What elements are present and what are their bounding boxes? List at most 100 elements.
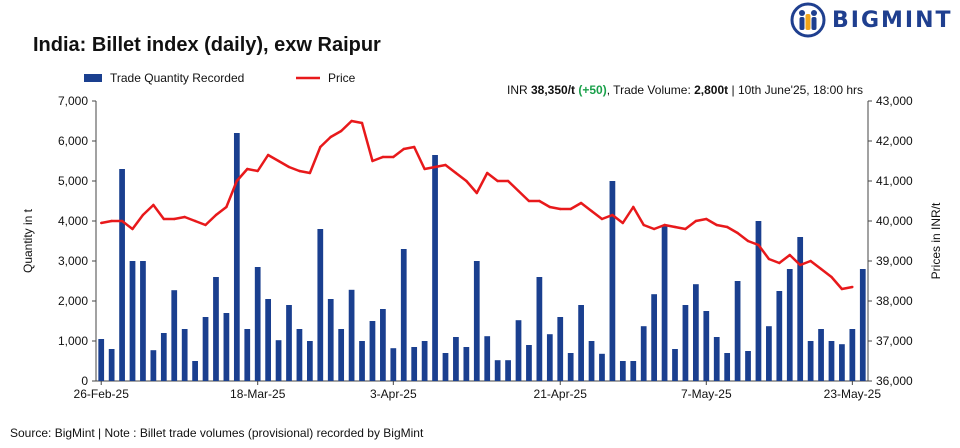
price-point	[798, 263, 802, 267]
bar	[338, 329, 345, 381]
y2-tick-label: 43,000	[876, 94, 913, 108]
y2-tick-label: 42,000	[876, 134, 913, 148]
bar	[421, 341, 428, 381]
price-info-prefix: INR	[507, 83, 531, 97]
price-info-price: 38,350/t	[531, 83, 575, 97]
bar	[786, 269, 793, 381]
price-point	[152, 203, 155, 207]
y-tick-label: 2,000	[58, 294, 88, 308]
price-point	[778, 261, 781, 265]
price-point	[319, 145, 322, 149]
bar	[432, 155, 438, 381]
price-point	[642, 223, 645, 227]
price-point	[538, 199, 541, 203]
price-point	[454, 171, 458, 175]
price-point	[433, 165, 437, 169]
price-point	[757, 243, 760, 247]
price-point	[381, 155, 385, 159]
bar	[515, 320, 522, 381]
legend-bar-swatch	[84, 74, 102, 82]
y-tick-label: 4,000	[58, 214, 88, 228]
price-point	[308, 171, 312, 175]
price-point	[600, 217, 604, 221]
bar	[692, 284, 699, 381]
price-point	[579, 201, 583, 205]
price-point	[287, 165, 291, 169]
legend-line-label: Price	[328, 71, 356, 85]
price-point	[486, 171, 489, 175]
y2-tick-label: 41,000	[876, 174, 913, 188]
y2-tick-label: 39,000	[876, 254, 913, 268]
bar	[703, 311, 710, 381]
bar	[505, 360, 511, 381]
y2-tick-label: 40,000	[876, 214, 913, 228]
price-point	[809, 259, 812, 263]
bar	[213, 277, 219, 381]
price-point	[465, 179, 468, 183]
bar	[108, 349, 115, 381]
price-point	[173, 217, 176, 221]
x-tick-label: 21-Apr-25	[534, 387, 588, 401]
price-point	[475, 191, 478, 195]
price-point	[329, 135, 332, 139]
price-point	[725, 225, 729, 229]
bar	[140, 261, 146, 381]
bar	[651, 294, 658, 381]
bar	[859, 269, 866, 381]
price-point	[569, 207, 572, 211]
price-point	[611, 213, 614, 217]
price-point	[204, 223, 207, 227]
y-axis-title: Quantity in t	[21, 208, 35, 273]
price-info-change: (+50)	[578, 83, 606, 97]
bar	[317, 229, 324, 381]
price-point	[851, 285, 854, 289]
price-point	[141, 213, 145, 217]
bar	[745, 351, 751, 381]
bar	[98, 339, 105, 381]
bar	[411, 347, 418, 381]
y2-axis-title: Prices in INR/t	[929, 202, 943, 279]
price-point	[110, 219, 113, 223]
bar	[797, 237, 804, 381]
bigmint-logo: BIGMINT	[790, 2, 960, 38]
price-point	[830, 275, 833, 279]
logo-wordmark: BIGMINT	[832, 8, 953, 33]
price-point	[350, 119, 353, 123]
price-point	[183, 215, 186, 219]
price-point	[517, 189, 520, 193]
x-tick-label: 18-Mar-25	[230, 387, 286, 401]
price-point	[527, 199, 531, 203]
bar	[776, 291, 783, 381]
bar	[630, 361, 637, 381]
bar	[818, 329, 824, 381]
price-point	[694, 219, 698, 223]
bar	[526, 345, 532, 381]
bar	[766, 326, 772, 381]
price-point	[819, 267, 823, 271]
bar	[275, 340, 282, 381]
price-point	[423, 167, 426, 171]
price-info-mid: , Trade Volume:	[607, 83, 694, 97]
price-point	[246, 167, 249, 171]
bar	[286, 305, 292, 381]
x-tick-label: 26-Feb-25	[74, 387, 130, 401]
y2-tick-label: 38,000	[876, 294, 913, 308]
bar	[348, 289, 355, 381]
bar	[306, 341, 313, 381]
bar	[609, 181, 616, 381]
bar	[755, 221, 762, 381]
price-point	[715, 223, 718, 227]
bar	[202, 317, 209, 381]
bar	[296, 329, 303, 381]
bar	[672, 349, 678, 381]
bar	[473, 261, 480, 381]
bar	[254, 267, 261, 381]
bar	[682, 305, 689, 381]
price-point	[225, 205, 228, 209]
bar	[494, 360, 501, 381]
bar	[557, 317, 564, 381]
price-point	[266, 153, 270, 157]
bar	[839, 344, 845, 381]
bar	[390, 348, 397, 381]
bar	[265, 299, 272, 381]
